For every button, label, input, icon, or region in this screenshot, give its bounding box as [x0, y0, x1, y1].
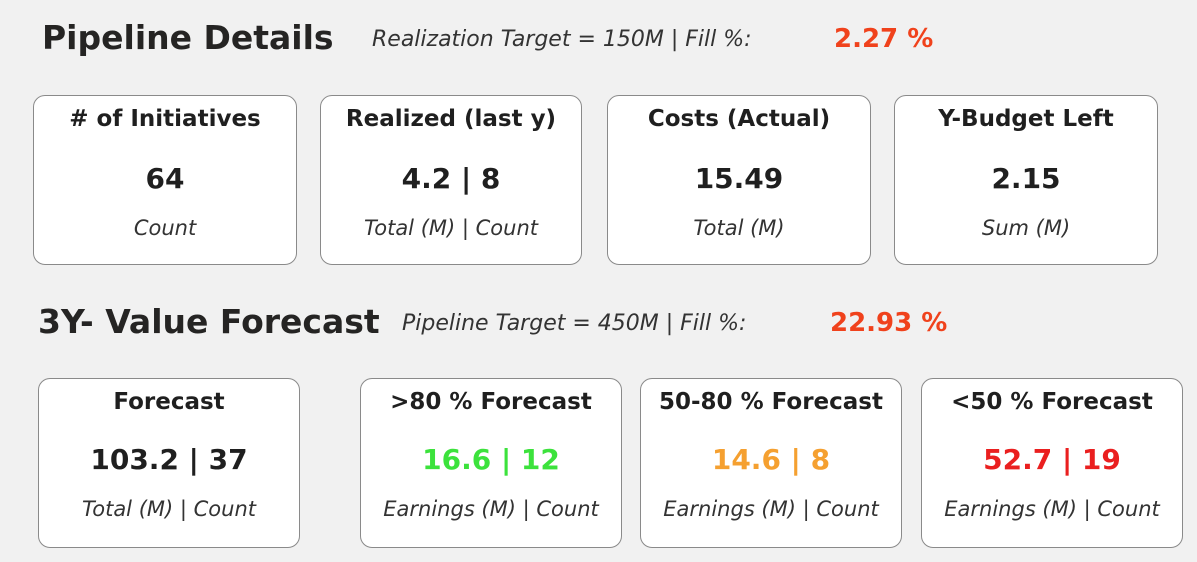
- card-unit: Count: [133, 216, 197, 240]
- card-unit: Sum (M): [981, 216, 1071, 240]
- forecast-over-80-card[interactable]: >80 % Forecast 16.6 | 12 Earnings (M) | …: [360, 378, 622, 548]
- forecast-card[interactable]: Forecast 103.2 | 37 Total (M) | Count: [38, 378, 300, 548]
- forecast-fill-percent: 22.93 %: [830, 308, 948, 338]
- pipeline-target-subtitle: Pipeline Target = 450M | Fill %:: [402, 311, 747, 336]
- card-label: # of Initiatives: [69, 106, 261, 132]
- value-forecast-title: 3Y- Value Forecast: [38, 302, 380, 341]
- forecast-50-80-card[interactable]: 50-80 % Forecast 14.6 | 8 Earnings (M) |…: [640, 378, 902, 548]
- card-value: 16.6 | 12: [422, 443, 560, 476]
- realized-card[interactable]: Realized (last y) 4.2 | 8 Total (M) | Co…: [320, 95, 582, 265]
- pipeline-fill-percent: 2.27 %: [834, 24, 934, 54]
- card-unit: Total (M): [693, 216, 785, 240]
- card-label: <50 % Forecast: [951, 389, 1153, 415]
- card-value: 52.7 | 19: [983, 443, 1121, 476]
- card-value: 4.2 | 8: [401, 162, 501, 195]
- pipeline-details-title: Pipeline Details: [42, 18, 334, 57]
- costs-card[interactable]: Costs (Actual) 15.49 Total (M): [607, 95, 871, 265]
- card-unit: Total (M) | Count: [364, 216, 538, 240]
- card-label: 50-80 % Forecast: [659, 389, 883, 415]
- card-unit: Earnings (M) | Count: [944, 497, 1160, 521]
- card-label: >80 % Forecast: [390, 389, 592, 415]
- forecast-under-50-card[interactable]: <50 % Forecast 52.7 | 19 Earnings (M) | …: [921, 378, 1183, 548]
- card-value: 14.6 | 8: [711, 443, 831, 476]
- card-value: 64: [145, 162, 185, 195]
- card-value: 103.2 | 37: [90, 443, 248, 476]
- realization-target-subtitle: Realization Target = 150M | Fill %:: [372, 27, 752, 52]
- card-value: 15.49: [694, 162, 784, 195]
- card-unit: Total (M) | Count: [82, 497, 256, 521]
- card-unit: Earnings (M) | Count: [663, 497, 879, 521]
- card-label: Realized (last y): [345, 106, 557, 132]
- card-label: Forecast: [113, 389, 225, 415]
- card-label: Costs (Actual): [647, 106, 831, 132]
- card-value: 2.15: [991, 162, 1061, 195]
- budget-left-card[interactable]: Y-Budget Left 2.15 Sum (M): [894, 95, 1158, 265]
- initiatives-card[interactable]: # of Initiatives 64 Count: [33, 95, 297, 265]
- card-unit: Earnings (M) | Count: [383, 497, 599, 521]
- card-label: Y-Budget Left: [938, 106, 1114, 132]
